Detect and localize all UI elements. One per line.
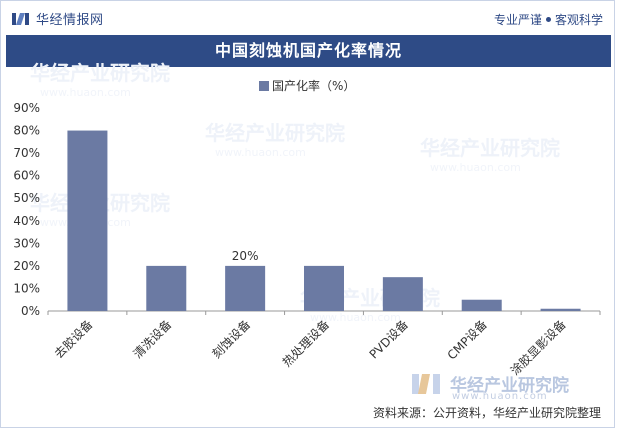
bar[interactable]	[67, 130, 108, 311]
watermark-logo-icon	[412, 374, 440, 394]
tagline-right: 客观科学	[554, 13, 603, 27]
x-tick-label: 清洗设备	[131, 317, 175, 361]
watermark-text: 华经产业研究院	[450, 375, 569, 396]
y-tick-label: 90%	[13, 101, 40, 115]
legend-label: 国产化率（%）	[272, 78, 355, 93]
watermark-tile-url: www.huaon.com	[310, 311, 401, 324]
tagline: 专业严谨 客观科学	[494, 11, 603, 28]
brand[interactable]: 华经情报网	[12, 9, 104, 28]
legend-swatch	[259, 81, 269, 91]
watermark-corner: 华经产业研究院	[412, 370, 569, 396]
bar[interactable]	[461, 299, 502, 311]
bar[interactable]	[146, 265, 187, 311]
bar[interactable]	[540, 308, 581, 311]
bar[interactable]	[304, 265, 344, 311]
x-tick-label: 热处理设备	[280, 317, 332, 369]
y-tick-label: 10%	[13, 281, 40, 295]
watermark-tile-url: www.huaon.com	[40, 86, 131, 99]
huajing-logo-icon	[12, 12, 29, 25]
y-tick-label: 80%	[13, 124, 40, 138]
y-tick-label: 0%	[21, 304, 40, 318]
title-bar: 中国刻蚀机国产化率情况	[6, 35, 611, 67]
brand-name: 华经情报网	[36, 13, 104, 28]
y-tick-label: 60%	[13, 169, 40, 183]
watermark-tile-url: www.huaon.com	[430, 161, 521, 174]
chart-legend: 国产化率（%）	[259, 78, 355, 93]
bar[interactable]	[225, 265, 266, 311]
chart-bars	[67, 130, 581, 311]
y-tick-label: 70%	[13, 146, 40, 160]
watermark-tile-url: www.huaon.com	[215, 146, 306, 159]
watermark-tile: 华经产业研究院	[30, 61, 170, 85]
watermark-layer: 华经产业研究院www.huaon.com华经产业研究院www.huaon.com…	[30, 61, 560, 324]
watermark-tile: 华经产业研究院	[420, 136, 560, 160]
chart-title: 中国刻蚀机国产化率情况	[214, 41, 402, 60]
y-tick-label: 50%	[13, 191, 40, 205]
y-tick-label: 40%	[13, 214, 40, 228]
y-tick-label: 20%	[13, 259, 40, 273]
bullet-dot-icon	[545, 17, 551, 22]
x-tick-label: 涂胶显影设备	[507, 317, 569, 379]
data-label: 20%	[232, 249, 259, 263]
tagline-left: 专业严谨	[493, 13, 542, 27]
x-tick-label: 去胶设备	[51, 317, 96, 362]
source-note: 资料来源：公开资料，华经产业研究院整理	[372, 406, 601, 420]
bar[interactable]	[382, 277, 423, 311]
watermark-tile: 华经产业研究院	[205, 121, 345, 145]
y-tick-label: 30%	[13, 236, 40, 250]
x-tick-label: 刻蚀设备	[209, 317, 253, 361]
watermark-url: www.huaon.com	[452, 391, 548, 402]
header-bar: 华经情报网 专业严谨 客观科学	[0, 0, 617, 34]
chart-axes: 0% 10% 20% 30% 40% 50% 60% 70% 80% 90%	[13, 101, 601, 318]
x-tick-label: CMP设备	[445, 317, 490, 362]
